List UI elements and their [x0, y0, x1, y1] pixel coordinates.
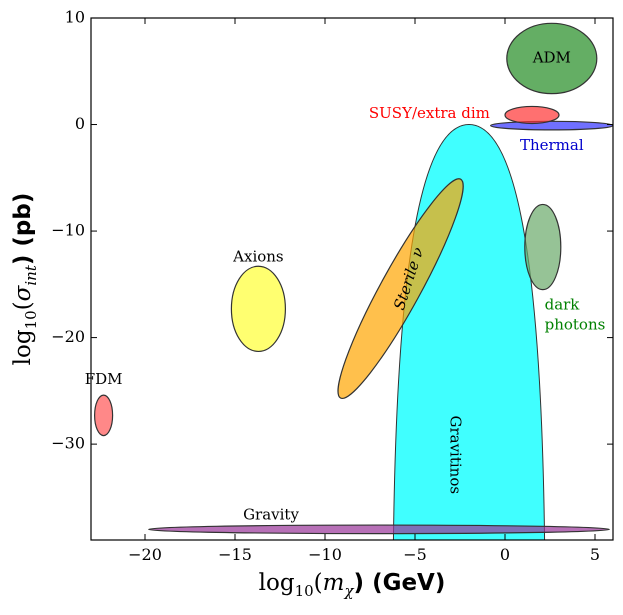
y-tick-label: 10 — [65, 8, 85, 27]
y-axis-label: log10(σint) (pb) — [10, 193, 40, 366]
axis-labels: log10(mχ) (GeV) log10(σint) (pb) — [10, 193, 445, 600]
x-axis-label: log10(mχ) (GeV) — [259, 570, 446, 600]
label-gravity: Gravity — [243, 505, 299, 523]
label-adm: ADM — [532, 48, 571, 66]
label-susy-extra-dim: SUSY/extra dim — [369, 104, 490, 122]
y-tick-label: −20 — [51, 327, 85, 346]
region-sterile — [337, 178, 464, 400]
label-fdm: FDM — [85, 370, 123, 388]
label-gravitinos: Gravitinos — [447, 415, 465, 494]
region-thermal — [490, 120, 613, 131]
region-fdm — [93, 394, 114, 437]
region-adm — [506, 22, 598, 95]
region-susy-extra-dim — [504, 105, 560, 125]
axis-ticks: −20 −15 −10 −5 0 5 10 0 −10 −20 −30 — [51, 8, 613, 564]
plot-frame — [90, 17, 614, 541]
x-tick-label: 0 — [500, 545, 510, 564]
x-tick-label: −20 — [128, 545, 162, 564]
region-gravitinos — [392, 124, 546, 540]
chart-regions — [93, 22, 613, 540]
y-tick-label: 0 — [75, 114, 85, 133]
label-axions: Axions — [232, 248, 283, 266]
label-dark-photons: dark photons — [545, 296, 606, 334]
x-tick-label: 5 — [590, 545, 600, 564]
x-tick-label: −10 — [308, 545, 342, 564]
region-gravity — [148, 524, 610, 535]
region-axions — [230, 265, 286, 353]
y-tick-label: −30 — [51, 434, 85, 453]
region-dark-photons — [524, 203, 562, 291]
y-tick-label: −10 — [51, 221, 85, 240]
x-tick-label: −5 — [403, 545, 427, 564]
label-thermal: Thermal — [520, 136, 584, 154]
x-tick-label: −15 — [218, 545, 252, 564]
